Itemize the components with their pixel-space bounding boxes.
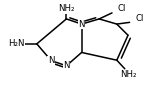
Text: NH₂: NH₂ xyxy=(120,70,136,79)
Text: N: N xyxy=(63,61,70,70)
Text: Cl: Cl xyxy=(135,14,143,23)
Text: N: N xyxy=(48,56,54,65)
Text: N: N xyxy=(78,20,85,29)
Text: Cl: Cl xyxy=(117,4,126,13)
Text: NH₂: NH₂ xyxy=(58,4,75,13)
Text: H₂N: H₂N xyxy=(8,39,24,48)
